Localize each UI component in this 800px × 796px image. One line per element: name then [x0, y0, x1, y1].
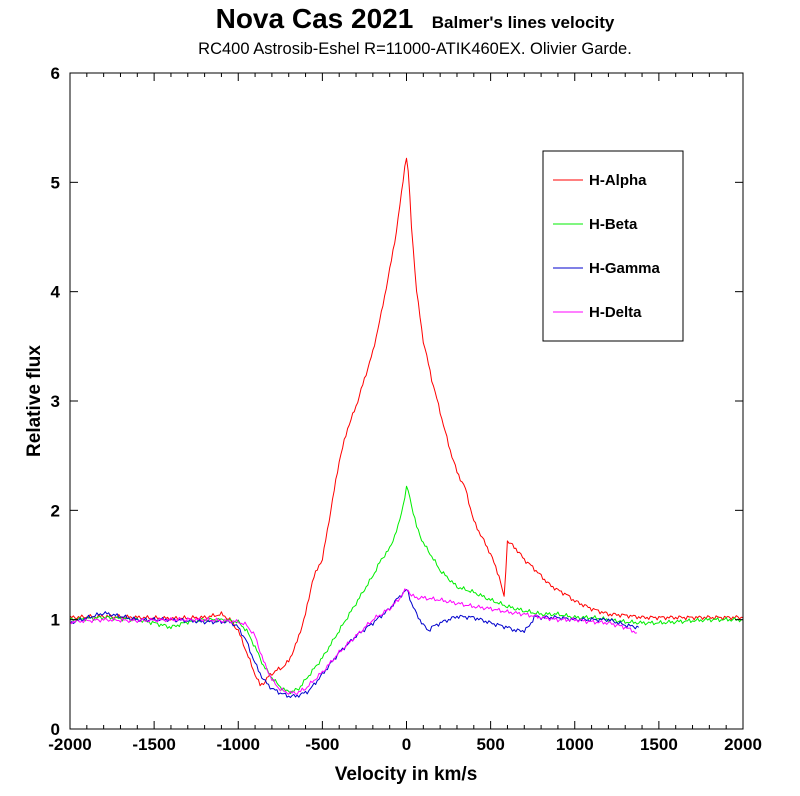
legend-label-h-gamma: H-Gamma	[589, 260, 661, 277]
chart-title-main: Nova Cas 2021	[216, 3, 414, 34]
legend-box	[542, 150, 684, 342]
y-tick-label: 2	[51, 501, 60, 520]
series-line-h-gamma	[69, 589, 639, 698]
y-axis-label: Relative flux	[24, 345, 45, 457]
x-tick-label: 2000	[724, 735, 762, 754]
x-tick-label: -1000	[217, 735, 260, 754]
ticks-layer: -2000 -1500 -1000 -500 0 500 1000 1500 2000 0 1 2 3 4…	[48, 64, 762, 754]
y-tick-label: 6	[51, 64, 60, 83]
y-tick-label: 5	[51, 173, 60, 192]
x-axis-label: Velocity in km/s	[335, 764, 478, 785]
x-tick-label: -2000	[48, 735, 91, 754]
x-tick-label: 0	[402, 735, 411, 754]
y-tick-label: 0	[51, 720, 60, 739]
legend-label-h-alpha: H-Alpha	[589, 172, 647, 189]
title-group: Nova Cas 2021 Balmer's lines velocity RC…	[198, 3, 632, 58]
series-line-h-delta	[69, 588, 638, 695]
chart-title-tag: Balmer's lines velocity	[432, 13, 615, 32]
series-layer	[69, 157, 744, 698]
y-tick-label: 1	[51, 611, 60, 630]
y-tick-label: 3	[51, 392, 60, 411]
legend-items: H-Alpha H-Beta H-Gamma H-Delta	[553, 172, 661, 321]
x-tick-label: -1500	[132, 735, 175, 754]
series-line-h-beta	[69, 485, 743, 695]
legend: H-Alpha H-Beta H-Gamma H-Delta	[542, 150, 684, 342]
x-tick-label: -500	[305, 735, 339, 754]
legend-label-h-beta: H-Beta	[589, 216, 638, 233]
chart-subtitle: RC400 Astrosib-Eshel R=11000-ATIK460EX. …	[198, 40, 632, 58]
y-tick-label: 4	[51, 283, 61, 302]
chart-title: Nova Cas 2021 Balmer's lines velocity	[216, 3, 615, 34]
legend-label-h-delta: H-Delta	[589, 304, 642, 321]
x-tick-label: 1000	[556, 735, 594, 754]
x-tick-label: 500	[476, 735, 504, 754]
x-tick-label: 1500	[640, 735, 678, 754]
